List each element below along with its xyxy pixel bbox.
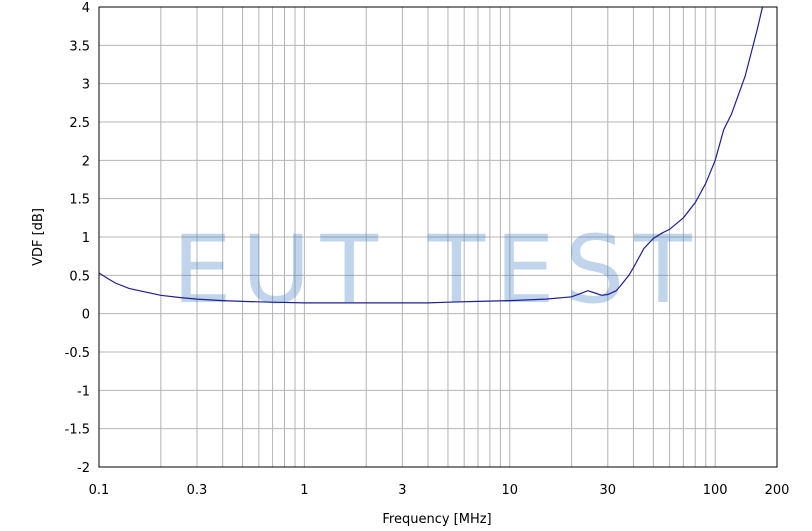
y-tick-label: 1.5 — [69, 193, 90, 208]
plot-frame — [98, 6, 778, 468]
y-tick-label: 4 — [82, 1, 90, 16]
y-tick-label: 0.5 — [69, 269, 90, 284]
axis-ticks: 0.1 0.3 1 3 10 30 100 200 4 3.5 3 2.5 2 1.5 1 0.5 0 -0.5 -… — [65, 1, 790, 498]
y-tick-label: -1.5 — [65, 423, 90, 438]
x-tick-label: 0.3 — [187, 483, 208, 498]
watermark-text: EUT TEST — [172, 216, 701, 325]
y-tick-label: -1 — [77, 384, 90, 399]
y-axis-label: VDF [dB] — [31, 208, 46, 266]
y-tick-label: 3 — [82, 78, 90, 93]
grid-lines — [99, 7, 777, 467]
y-tick-label: 0 — [82, 308, 90, 323]
y-tick-label: 3.5 — [69, 39, 90, 54]
y-tick-label: 2 — [82, 154, 90, 169]
x-tick-label: 200 — [765, 483, 790, 498]
y-tick-label: 2.5 — [69, 116, 90, 131]
y-tick-label: -0.5 — [65, 346, 90, 361]
x-tick-label: 1 — [300, 483, 308, 498]
x-tick-label: 100 — [703, 483, 728, 498]
y-tick-label: -2 — [77, 461, 90, 476]
series-line-vdf — [98, 6, 764, 304]
y-tick-label: 1 — [82, 231, 90, 246]
x-axis-label: Frequency [MHz] — [382, 512, 491, 527]
x-tick-label: 30 — [600, 483, 617, 498]
x-tick-label: 3 — [398, 483, 406, 498]
x-tick-label: 0.1 — [89, 483, 110, 498]
x-tick-label: 10 — [502, 483, 519, 498]
